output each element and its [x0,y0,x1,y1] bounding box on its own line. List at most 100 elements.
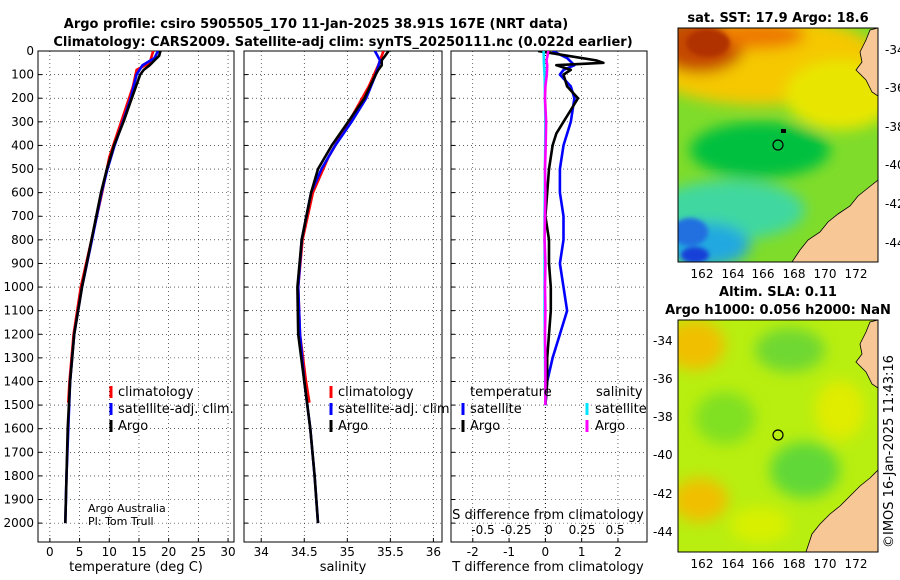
temperature-panel: 0100200300400500600700800900100011001200… [3,44,235,575]
sst-land-south-island [791,179,878,262]
lon-tick-label: 170 [814,557,837,571]
salinity-series [296,51,390,524]
sla-mid-region [815,380,865,440]
sst-hot-patch [686,29,730,57]
depth-tick-label: 300 [11,115,34,129]
x-tick-label: 35 [340,545,355,559]
sst-cold-patch [681,247,709,262]
lat-tick-label: -38 [885,120,900,134]
temperature-series [64,51,162,524]
legend-temperature-title: temperature [470,385,552,400]
lon-tick-label: 170 [814,267,837,281]
x-tick-label: 30 [220,545,235,559]
legend-s-argo-label: Argo [595,419,625,434]
depth-tick-label: 0 [26,44,34,58]
series-line-argo [64,51,162,524]
depth-tick-label: 1000 [3,280,34,294]
x-tick-label: 34 [254,545,269,559]
legend-argo-label: Argo [338,419,368,434]
depth-tick-label: 1400 [3,374,34,388]
x-tick-label: 15 [131,545,146,559]
depth-tick-label: 800 [11,233,34,247]
legend-salinity-title: salinity [596,385,643,400]
s-difference-tick-labels: -0.5 -0.25 0 0.25 0.5 [471,523,624,537]
sst-warm-region [785,60,878,130]
depth-tick-label: 1800 [3,469,34,483]
depth-tick-label: 900 [11,256,34,270]
sla-y-tick-labels: -34 -36 -38 -40 -42 -44 [653,334,673,539]
legend-s-satellite-label: satellite [595,402,647,417]
lon-tick-label: 168 [783,267,806,281]
lon-tick-label: 172 [845,557,868,571]
temperature-xlabel: temperature (deg C) [69,560,203,575]
lon-tick-label: 164 [722,557,745,571]
legend-argo-label: Argo [118,419,148,434]
depth-tick-label: 1600 [3,422,34,436]
depth-tick-label: 1100 [3,304,34,318]
lat-tick-label: -34 [653,334,673,348]
figure-title-line1: Argo profile: csiro 5905505_170 11-Jan-2… [64,17,568,32]
sst-argo-marker [781,129,786,133]
series-line-s-argo [543,51,550,406]
salinity-legend: climatology satellite-adj. clim. Argo [329,385,454,434]
lat-tick-label: -40 [653,448,673,462]
s-tick-label: -0.25 [500,523,531,537]
depth-tick-label: 2000 [3,516,34,530]
depth-tick-label: 600 [11,186,34,200]
lon-tick-label: 166 [752,267,775,281]
salinity-tick-labels: 34 34.5 35 35.5 36 [254,545,441,559]
sst-map-field [678,28,878,262]
sla-low-region [755,328,825,372]
sla-map-field [678,320,878,552]
t-difference-xlabel: T difference from climatology [451,560,644,575]
difference-grid [451,50,647,542]
lat-tick-label: -44 [885,236,900,250]
figure-title-line2: Climatology: CARS2009. Satellite-adj cli… [53,35,632,50]
depth-tick-label: 100 [11,68,34,82]
difference-panel: -2 -1 0 1 2 T difference from climatology S … [450,50,648,575]
x-tick-label: 36 [426,545,441,559]
sst-detail [678,29,730,262]
s-tick-label: 0.5 [605,523,624,537]
x-tick-label: 5 [76,545,84,559]
depth-tick-label: 200 [11,91,34,105]
s-tick-label: 0.25 [569,523,596,537]
s-tick-label: -0.5 [471,523,494,537]
sst-map-frame [677,27,879,263]
sla-x-tick-labels: 162 164 166 168 170 172 [691,557,868,571]
salinity-xlabel: salinity [320,560,367,575]
temperature-tick-labels: 0 5 10 15 20 25 30 [46,545,236,559]
depth-tick-label: 700 [11,209,34,223]
t-difference-tick-labels: -2 -1 0 1 2 [467,545,622,559]
sst-cold-patch [678,218,708,246]
depth-tick-label: 400 [11,138,34,152]
temperature-legend: climatology satellite-adj. clim. Argo [109,385,234,434]
depth-tick-label: 1500 [3,398,34,412]
x-tick-label: 20 [161,545,176,559]
depth-tick-label: 1700 [3,445,34,459]
difference-legend: temperature satellite Argo salinity sate… [461,385,647,434]
sst-map-title: sat. SST: 17.9 Argo: 18.6 [687,11,868,26]
lat-tick-label: -42 [653,487,673,501]
x-tick-label: -1 [503,545,515,559]
sst-hot-region [715,28,805,49]
series-line-t-argo [537,51,605,406]
s-tick-label: 0 [545,523,553,537]
sla-argo-position [772,429,784,441]
sst-y-tick-labels: -34 -36 -38 -40 -42 -44 [885,43,900,250]
s-difference-xlabel: S difference from climatology [452,508,644,523]
sla-map-title-line1: Altim. SLA: 0.11 [719,285,837,300]
sla-land-south-island [805,469,878,552]
temperature-axes [37,50,235,543]
x-tick-label: 0 [542,545,550,559]
sla-high-region [678,478,728,522]
legend-satellite-label: satellite-adj. clim. [338,402,454,417]
lon-tick-label: 162 [691,557,714,571]
series-line-t-satellite [544,51,576,406]
sst-argo-position [772,139,784,151]
salinity-axes [243,50,443,543]
legend-climatology-label: climatology [338,385,414,400]
lat-tick-label: -36 [653,372,673,386]
depth-tick-label: 500 [11,162,34,176]
x-tick-label: 2 [614,545,622,559]
